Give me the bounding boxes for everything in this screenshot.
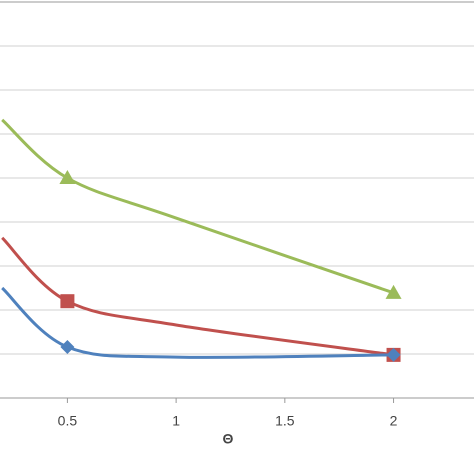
marker bbox=[60, 294, 75, 309]
marker bbox=[59, 170, 76, 184]
x-tick-label: 2 bbox=[390, 413, 398, 429]
x-tick-label: 1.5 bbox=[275, 413, 295, 429]
series-line bbox=[1, 286, 394, 359]
x-tick-label: 0.5 bbox=[58, 413, 78, 429]
marker bbox=[386, 347, 401, 362]
marker bbox=[60, 339, 75, 354]
x-tick-label: 1 bbox=[172, 413, 180, 429]
series-line bbox=[1, 118, 395, 295]
series-line bbox=[1, 236, 394, 357]
marker bbox=[385, 284, 402, 299]
x-axis-label: Θ bbox=[223, 431, 234, 447]
